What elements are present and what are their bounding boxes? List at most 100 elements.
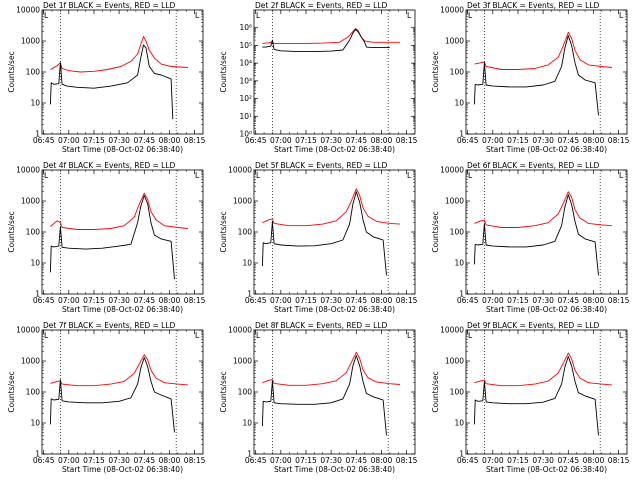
events-series-line <box>262 28 390 53</box>
events-series-line <box>473 35 599 116</box>
panel-title: Det 8f BLACK = Events, RED = LLD <box>255 321 388 330</box>
x-tick-label: 07:00 <box>482 456 504 465</box>
y-tick-label: 1000 <box>21 197 40 206</box>
corner-marker-left: L <box>256 331 261 340</box>
y-tick-label: 1000 <box>445 197 464 206</box>
events-series-line <box>49 44 174 120</box>
x-axis-label: Start Time (08-Oct-02 06:38:40) <box>274 145 395 154</box>
y-tick-label: 10000 <box>440 6 464 15</box>
plot-frame <box>253 169 416 295</box>
corner-marker-right: L <box>195 11 200 20</box>
plot-frame <box>253 9 416 135</box>
x-tick-label: 07:30 <box>320 296 342 305</box>
x-tick-label: 08:00 <box>583 296 605 305</box>
x-tick-label: 07:15 <box>507 136 529 145</box>
plot-frame <box>41 9 204 135</box>
x-tick-label: 08:00 <box>159 456 181 465</box>
x-tick-label: 08:15 <box>396 296 418 305</box>
plot-frame <box>465 329 628 455</box>
x-tick-label: 08:15 <box>396 456 418 465</box>
y-tick-label: 1000 <box>445 357 464 366</box>
lld-series-line <box>50 36 188 73</box>
x-tick-label: 07:00 <box>58 136 80 145</box>
x-axis-label: Start Time (08-Oct-02 06:38:40) <box>62 145 183 154</box>
y-tick-label: 10 <box>242 259 252 268</box>
y-tick-label: 100 <box>450 228 465 237</box>
x-tick-label: 07:45 <box>345 136 367 145</box>
x-tick-label: 07:45 <box>133 136 155 145</box>
panel-title: Det 2f BLACK = Events, RED = LLD <box>255 1 388 10</box>
events-series-line <box>261 355 387 436</box>
corner-marker-left: L <box>44 331 49 340</box>
x-tick-label: 06:45 <box>245 456 267 465</box>
x-axis-label: Start Time (08-Oct-02 06:38:40) <box>486 465 607 474</box>
x-tick-label: 07:00 <box>482 296 504 305</box>
x-tick-label: 06:45 <box>33 296 55 305</box>
y-tick-label: 1 <box>35 450 40 459</box>
y-axis-label: Counts/sec <box>219 51 228 92</box>
y-tick-label: 100 <box>450 388 465 397</box>
events-series-line <box>473 194 599 276</box>
x-tick-label: 08:00 <box>371 136 393 145</box>
y-tick-label: 1 <box>247 450 252 459</box>
y-tick-label: 10 <box>454 99 464 108</box>
corner-marker-left: L <box>468 331 473 340</box>
y-axis-label: Counts/sec <box>431 51 440 92</box>
y-tick-label: 10000 <box>16 166 40 175</box>
y-tick-label: 10000 <box>440 326 464 335</box>
x-tick-label: 07:15 <box>83 136 105 145</box>
corner-marker-right: L <box>619 11 624 20</box>
corner-marker-right: L <box>407 171 412 180</box>
y-axis-label: Counts/sec <box>219 371 228 412</box>
plot-frame <box>465 9 628 135</box>
y-tick-label: 10000 <box>16 6 40 15</box>
y-tick-label: 10¹ <box>239 112 252 121</box>
corner-marker-right: L <box>195 171 200 180</box>
x-tick-label: 08:15 <box>184 136 206 145</box>
x-axis-label: Start Time (08-Oct-02 06:38:40) <box>274 305 395 314</box>
panel-title: Det 4f BLACK = Events, RED = LLD <box>43 161 176 170</box>
x-tick-label: 07:45 <box>557 136 579 145</box>
y-tick-label: 1 <box>459 290 464 299</box>
y-axis-label: Counts/sec <box>219 211 228 252</box>
lld-series-line <box>262 188 400 227</box>
x-tick-label: 08:00 <box>159 296 181 305</box>
x-tick-label: 08:15 <box>608 456 630 465</box>
y-tick-label: 10000 <box>228 166 252 175</box>
corner-marker-right: L <box>195 331 200 340</box>
events-series-line <box>261 191 387 276</box>
corner-marker-left: L <box>256 11 261 20</box>
y-axis-label: Counts/sec <box>431 211 440 252</box>
x-axis-label: Start Time (08-Oct-02 06:38:40) <box>62 465 183 474</box>
x-tick-label: 07:15 <box>295 136 317 145</box>
plot-frame <box>41 169 204 295</box>
y-tick-label: 10⁵ <box>239 41 252 50</box>
y-tick-label: 10 <box>242 419 252 428</box>
y-tick-label: 1 <box>35 290 40 299</box>
x-tick-label: 08:15 <box>184 296 206 305</box>
y-tick-label: 10000 <box>16 326 40 335</box>
x-tick-label: 07:45 <box>345 296 367 305</box>
x-tick-label: 08:15 <box>608 136 630 145</box>
corner-marker-right: L <box>619 171 624 180</box>
x-tick-label: 07:00 <box>482 136 504 145</box>
lld-series-line <box>50 192 188 230</box>
x-tick-label: 07:15 <box>507 456 529 465</box>
x-axis-label: Start Time (08-Oct-02 06:38:40) <box>486 145 607 154</box>
x-tick-label: 08:15 <box>396 136 418 145</box>
x-tick-label: 07:45 <box>557 456 579 465</box>
plot-frame <box>41 329 204 455</box>
x-tick-label: 07:30 <box>108 456 130 465</box>
x-tick-label: 07:30 <box>532 136 554 145</box>
lld-series-line <box>474 31 612 70</box>
panel-title: Det 3f BLACK = Events, RED = LLD <box>467 1 600 10</box>
x-tick-label: 07:15 <box>507 296 529 305</box>
panel-title: Det 1f BLACK = Events, RED = LLD <box>43 1 176 10</box>
x-tick-label: 06:45 <box>33 456 55 465</box>
